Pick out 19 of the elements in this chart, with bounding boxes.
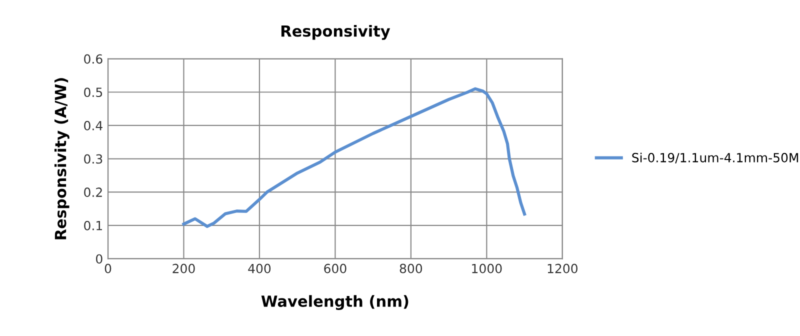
x-tick-label: 1000 bbox=[472, 264, 502, 274]
x-tick-label: 600 bbox=[324, 264, 346, 274]
legend-label: Si-0.19/1.1um-4.1mm-50M bbox=[632, 152, 798, 164]
line-series bbox=[182, 87, 526, 228]
x-tick-label: 400 bbox=[248, 264, 271, 274]
y-tick-label: 0.3 bbox=[84, 154, 102, 164]
chart-title: Responsivity bbox=[281, 24, 390, 40]
y-tick-label: 0 bbox=[96, 254, 102, 264]
y-tick-label: 0.2 bbox=[84, 188, 102, 198]
x-tick-label: 1200 bbox=[548, 264, 578, 274]
y-tick-label: 0.5 bbox=[84, 88, 102, 98]
y-axis-title: Responsivity (A/W) bbox=[54, 78, 70, 240]
x-tick-label: 0 bbox=[104, 264, 112, 274]
x-tick-label: 800 bbox=[400, 264, 422, 274]
y-tick-label: 0.4 bbox=[84, 120, 102, 130]
x-axis-title: Wavelength (nm) bbox=[261, 295, 408, 310]
x-tick-label: 200 bbox=[172, 264, 195, 274]
y-tick-label: 0.1 bbox=[84, 220, 102, 230]
y-tick-label: 0.6 bbox=[84, 54, 102, 64]
